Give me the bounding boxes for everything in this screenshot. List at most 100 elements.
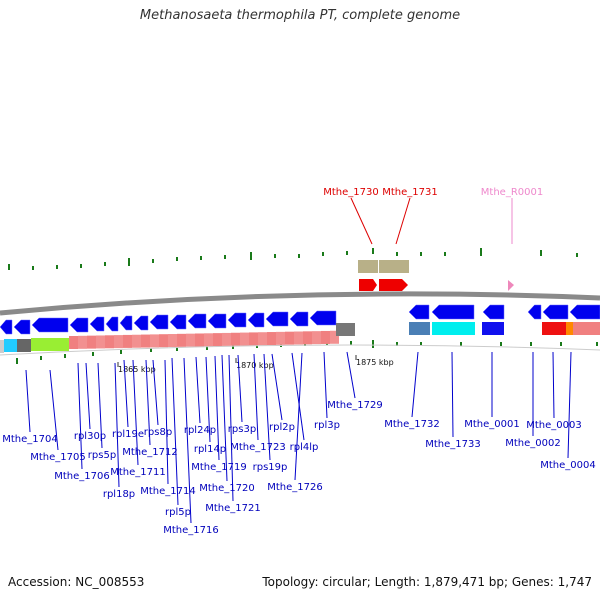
gc-tick: [206, 346, 208, 350]
bottom-gene-label: Mthe_1714: [140, 486, 196, 497]
leader-line: [214, 355, 220, 461]
cds-reverse-arrow: [133, 315, 149, 331]
bottom-gene-label: Mthe_1706: [54, 471, 110, 482]
gene-color-band: [0, 322, 600, 353]
bottom-gene-label: Mthe_1716: [163, 525, 219, 536]
top-gene-labels: Mthe_1730 Mthe_1731 Mthe_R0001: [323, 187, 543, 245]
bottom-gene-label: rpl14p: [194, 444, 226, 455]
gc-tick: [64, 354, 66, 358]
gene-band-segment: [330, 330, 339, 344]
gene-band-segment: [482, 322, 504, 335]
gc-tick: [176, 347, 178, 351]
gene-band-segment: [150, 334, 159, 348]
gc-tick: [322, 252, 324, 256]
accession-text: Accession: NC_008553: [8, 575, 145, 589]
gc-tick: [16, 358, 18, 364]
gene-band-segment: [0, 340, 4, 353]
leader-line: [114, 362, 120, 488]
bottom-gene-label: rpl18p: [103, 489, 135, 500]
bottom-gene-label: Mthe_1712: [122, 447, 178, 458]
cds-reverse-arrow: [207, 313, 227, 329]
cds-forward-arrow: [359, 279, 377, 291]
gene-band-segment: [573, 322, 600, 335]
cds-reverse-arrow: [187, 313, 207, 329]
leader-line: [552, 351, 555, 419]
gene-band-segment: [213, 333, 222, 347]
bottom-gene-label: Mthe_1711: [110, 467, 166, 478]
genome-backbone: [0, 291, 600, 316]
gc-tick: [500, 342, 502, 346]
cds-reverse-arrow: [0, 319, 13, 335]
bottom-gene-label: rps3p: [228, 424, 256, 435]
bottom-gene-label: Mthe_1704: [2, 434, 58, 445]
gene-band-segment: [312, 331, 321, 345]
cds-reverse-arrow: [265, 311, 289, 327]
bottom-gene-label: Mthe_1721: [205, 503, 261, 514]
cds-reverse-arrow: [105, 316, 119, 332]
leader-line: [183, 357, 192, 524]
top-gene-label: Mthe_1730: [323, 187, 379, 198]
cds-reverse-arrow: [289, 311, 309, 327]
gc-tick: [460, 342, 462, 346]
leader-line: [152, 359, 159, 426]
bottom-gene-label: Mthe_0001: [464, 419, 520, 430]
gene-band-segment: [294, 331, 303, 345]
bottom-gene-label: rpl19e: [112, 429, 144, 440]
gc-tick: [150, 348, 152, 352]
gc-tick: [32, 266, 34, 270]
gene-band-segment: [114, 335, 123, 349]
leader-line: [205, 356, 211, 443]
gc-tick: [596, 342, 598, 346]
gc-tick: [350, 341, 352, 345]
gene-band-segment: [31, 338, 69, 351]
gc-tick: [346, 251, 348, 255]
gene-band-segment: [249, 332, 258, 346]
leader-line: [228, 354, 234, 502]
gene-band-segment: [105, 335, 114, 349]
gene-band-segment: [240, 332, 249, 346]
gc-tick: [420, 342, 422, 346]
gene-band-segment: [87, 335, 96, 349]
gc-tick: [298, 254, 300, 258]
cds-reverse-arrow: [431, 304, 475, 320]
bottom-gene-label: rpl5p: [165, 507, 191, 518]
gene-band-segment: [168, 334, 177, 348]
leader-line: [291, 352, 305, 441]
bottom-gene-label: Mthe_1733: [425, 439, 481, 450]
leader-line: [77, 362, 83, 470]
rna-marker: [508, 280, 514, 291]
gene-band-segment: [267, 332, 276, 346]
gc-tick: [444, 252, 446, 256]
cds-reverse-arrow: [169, 314, 187, 330]
gc-tick: [224, 255, 226, 259]
gc-tick: [530, 342, 532, 346]
gene-band-segment: [141, 334, 150, 348]
gc-tick: [372, 248, 374, 254]
forward-features: [358, 260, 514, 291]
gc-tick: [120, 350, 122, 354]
gene-band-segment: [542, 322, 566, 335]
gene-band-segment: [69, 336, 78, 349]
cds-reverse-arrow: [309, 310, 337, 326]
cds-reverse-arrow: [482, 304, 505, 320]
gene-bar: [379, 260, 409, 273]
leader-line: [221, 354, 228, 482]
gc-tick: [540, 250, 542, 256]
leader-line: [346, 351, 356, 399]
gc-tick: [250, 252, 252, 260]
bottom-gene-label: Mthe_0003: [526, 420, 582, 431]
cds-reverse-arrow: [89, 316, 105, 332]
gene-band-segment: [204, 333, 213, 347]
gc-tick: [80, 264, 82, 268]
scale-label: 1865 kbp: [118, 365, 156, 374]
leader-line: [451, 351, 454, 438]
bottom-gene-labels: Mthe_1704 Mthe_1705 Mthe_1706 rpl30p rps5p rp…: [2, 351, 596, 536]
bottom-gene-label: Mthe_1719: [191, 462, 247, 473]
gc-tick: [232, 345, 234, 349]
leader-line: [49, 369, 59, 451]
cds-reverse-arrow: [13, 319, 31, 335]
gc-tick: [40, 356, 42, 360]
bottom-gene-label: rpl30p: [74, 431, 106, 442]
cds-reverse-arrow: [408, 304, 430, 320]
